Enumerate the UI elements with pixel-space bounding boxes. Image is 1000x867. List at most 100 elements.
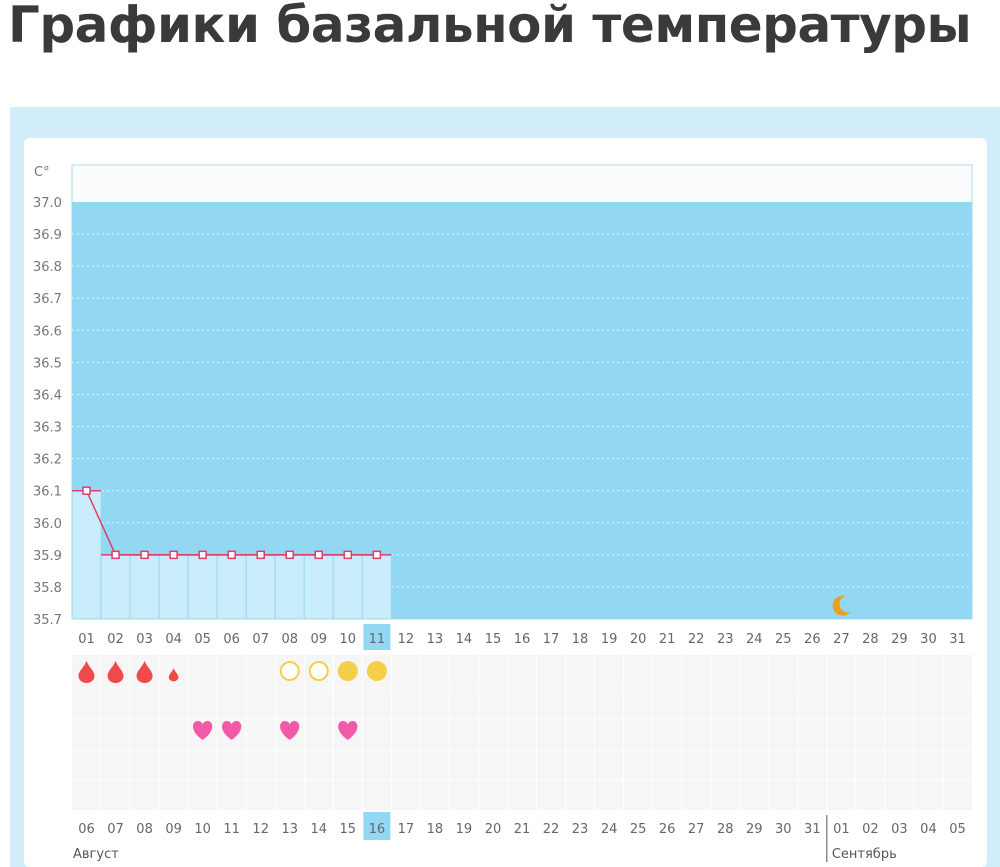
data-point xyxy=(343,550,353,560)
cycle-day-label: 07 xyxy=(252,632,269,647)
cycle-day-label: 16 xyxy=(514,632,531,647)
weekend-date-label: 24 xyxy=(601,822,618,837)
cycle-day-label: 14 xyxy=(456,632,473,647)
cycle-day-label: 06 xyxy=(223,632,240,647)
cycle-day-label: 22 xyxy=(688,632,705,647)
date-label: 09 xyxy=(165,822,182,837)
date-label: 23 xyxy=(572,822,589,837)
date-label: 30 xyxy=(775,822,792,837)
y-tick-label: 35.7 xyxy=(33,613,62,628)
cycle-day-label: 05 xyxy=(194,632,211,647)
blood-drop-icon xyxy=(136,661,153,684)
cycle-day-label: 09 xyxy=(311,632,328,647)
y-tick-label: 37.0 xyxy=(33,196,62,211)
plot-area xyxy=(72,202,972,619)
weekend-date-label: 10 xyxy=(194,822,211,837)
weekend-date-label: 25 xyxy=(630,822,647,837)
y-axis-label: C° xyxy=(34,165,50,180)
month-label: Август xyxy=(73,847,119,862)
data-point xyxy=(82,486,91,495)
blood-drop-icon xyxy=(107,661,124,684)
data-point xyxy=(198,550,207,560)
date-label: 27 xyxy=(688,822,705,837)
y-tick-label: 36.9 xyxy=(33,228,62,243)
y-tick-label: 36.8 xyxy=(33,260,62,275)
weekend-date-label: 01 xyxy=(833,822,850,837)
date-label: 22 xyxy=(543,822,560,837)
cycle-day-label: 01 xyxy=(78,632,95,647)
temperature-bar xyxy=(71,490,102,620)
date-label: 20 xyxy=(485,822,502,837)
page-title: Графики базальной температуры xyxy=(8,0,972,54)
date-label: 21 xyxy=(514,822,531,837)
cycle-day-label: 20 xyxy=(630,632,647,647)
data-point xyxy=(169,550,178,560)
date-label: 29 xyxy=(746,822,763,837)
marker-grid xyxy=(72,655,972,810)
y-tick-label: 36.7 xyxy=(33,292,62,307)
temperature-bar xyxy=(361,554,392,620)
temperature-bar xyxy=(216,554,247,620)
data-point xyxy=(372,550,382,560)
y-tick-label: 36.3 xyxy=(33,421,62,436)
weekend-date-label: 18 xyxy=(427,822,444,837)
date-label: 19 xyxy=(456,822,473,837)
open-circle-icon xyxy=(308,661,329,681)
cycle-day-label: 18 xyxy=(572,632,589,647)
y-tick-label: 36.1 xyxy=(33,485,62,500)
date-label: 28 xyxy=(717,822,734,837)
cycle-day-label: 27 xyxy=(833,632,850,647)
temperature-bar xyxy=(332,554,363,620)
heart-icon xyxy=(280,721,300,740)
cycle-day-label: 02 xyxy=(107,632,124,647)
y-tick-label: 35.8 xyxy=(33,581,62,596)
y-tick-label: 36.2 xyxy=(33,453,62,468)
cycle-day-label: 04 xyxy=(165,632,182,647)
cycle-day-label: 03 xyxy=(136,632,153,647)
data-point xyxy=(256,550,265,560)
date-label: 26 xyxy=(659,822,676,837)
weekend-date-label: 11 xyxy=(223,822,240,837)
temperature-bar xyxy=(303,554,334,620)
data-point xyxy=(227,550,236,560)
month-label: Сентябрь xyxy=(832,847,897,862)
cycle-day-label: 30 xyxy=(920,632,937,647)
date-label: 16 xyxy=(369,822,386,837)
date-label: 02 xyxy=(862,822,879,837)
data-point xyxy=(140,550,149,560)
date-label: 15 xyxy=(340,822,357,837)
cycle-day-label: 13 xyxy=(427,632,444,647)
temperature-bar xyxy=(129,554,160,620)
cycle-day-label: 23 xyxy=(717,632,734,647)
date-label: 05 xyxy=(949,822,966,837)
date-label: 04 xyxy=(920,822,937,837)
cycle-day-label: 26 xyxy=(804,632,821,647)
temperature-bar xyxy=(158,554,189,620)
current-day-highlight xyxy=(363,624,391,650)
y-tick-label: 36.5 xyxy=(33,356,62,371)
cycle-day-label: 29 xyxy=(891,632,908,647)
blood-drop-icon xyxy=(78,661,95,684)
date-label: 14 xyxy=(311,822,328,837)
y-tick-label: 36.0 xyxy=(33,517,62,532)
date-label: 07 xyxy=(107,822,124,837)
today-highlight xyxy=(363,812,391,840)
cycle-day-label: 21 xyxy=(659,632,676,647)
date-label: 03 xyxy=(891,822,908,837)
temperature-bar xyxy=(245,554,276,620)
temperature-bar xyxy=(100,554,131,620)
y-tick-label: 35.9 xyxy=(33,549,62,564)
date-label: 12 xyxy=(252,822,269,837)
date-label: 06 xyxy=(78,822,95,837)
y-tick-label: 36.4 xyxy=(33,388,62,403)
data-point xyxy=(285,550,294,560)
data-point xyxy=(314,550,324,560)
filled-circle-icon xyxy=(337,661,358,681)
date-label: 13 xyxy=(281,822,298,837)
temperature-bar xyxy=(274,554,305,620)
date-label: 08 xyxy=(136,822,153,837)
weekend-date-label: 31 xyxy=(804,822,821,837)
cycle-day-label: 19 xyxy=(601,632,618,647)
temperature-bar xyxy=(187,554,218,620)
cycle-day-label: 08 xyxy=(281,632,298,647)
